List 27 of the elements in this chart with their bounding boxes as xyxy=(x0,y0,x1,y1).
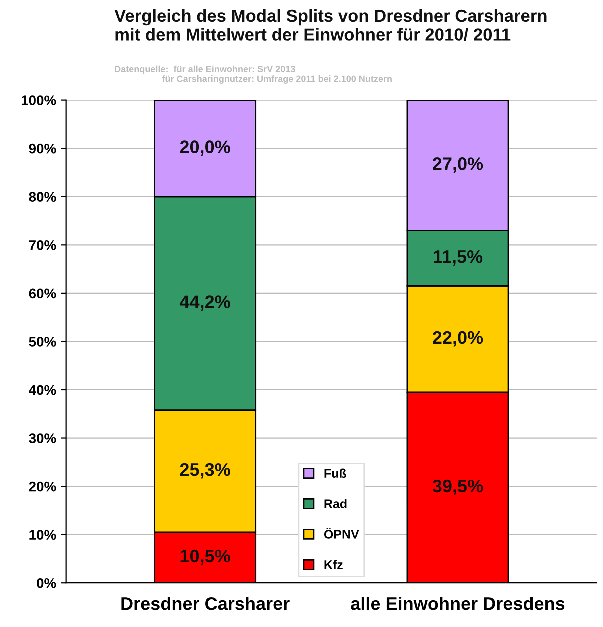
y-tick-label: 50% xyxy=(29,337,56,347)
y-tick-label: 40% xyxy=(29,385,56,396)
data-label: 22,0% xyxy=(433,331,484,347)
data-label: 44,2% xyxy=(180,296,230,312)
x-tick-label: alle Einwohner Dresdens xyxy=(351,597,565,610)
legend-label: Kfz xyxy=(324,560,343,570)
chart-title: Vergleich des Modal Splits von Dresdner Carsharern mit dem Mittelwert der Einwohner für 2010/ 2011 xyxy=(114,9,547,42)
y-tick-label: 70% xyxy=(29,240,56,250)
legend-label: ÖPNV xyxy=(324,528,360,539)
data-label: 11,5% xyxy=(434,250,483,266)
y-tick-label: 0% xyxy=(37,578,56,588)
y-tick-label: 10% xyxy=(30,530,56,540)
legend-label: Fuß xyxy=(324,468,346,478)
y-tick-label: 80% xyxy=(29,192,56,202)
y-tick-label: 20% xyxy=(29,482,56,492)
x-tick-label: Dresdner Carsharer xyxy=(122,597,290,610)
data-label: 20,0% xyxy=(180,140,230,156)
data-label: 39,5% xyxy=(432,480,484,496)
data-label: 27,0% xyxy=(433,158,484,173)
y-tick-label: 30% xyxy=(29,434,56,444)
chart-subtitle: Datenquelle: für alle Einwohner: SrV 2013 für Carsharingnutzer: Umfrage 2011 bei 2.100 Nutzern xyxy=(115,66,392,84)
legend-label: Rad xyxy=(324,499,347,508)
y-tick-label: 100% xyxy=(22,96,56,106)
data-label: 25,3% xyxy=(180,463,230,479)
data-label: 10,5% xyxy=(180,550,230,566)
y-tick-label: 60% xyxy=(29,288,56,299)
y-tick-label: 90% xyxy=(29,144,56,154)
